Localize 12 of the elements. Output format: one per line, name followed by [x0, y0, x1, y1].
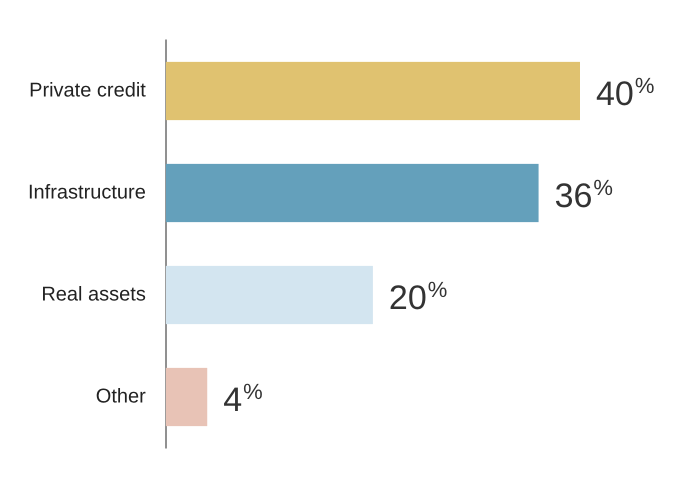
bar [166, 62, 580, 120]
y-tick-label: Infrastructure [28, 182, 146, 204]
data-label: 20% [388, 277, 448, 317]
bar [166, 164, 539, 222]
bar [166, 266, 373, 324]
y-tick-label: Private credit [29, 80, 146, 102]
y-tick-label: Other [96, 386, 146, 408]
data-label: 36% [554, 175, 613, 215]
bar [166, 368, 208, 426]
data-label: 4% [223, 379, 263, 419]
y-tick-label: Real assets [41, 284, 146, 306]
data-label: 40% [596, 73, 654, 113]
